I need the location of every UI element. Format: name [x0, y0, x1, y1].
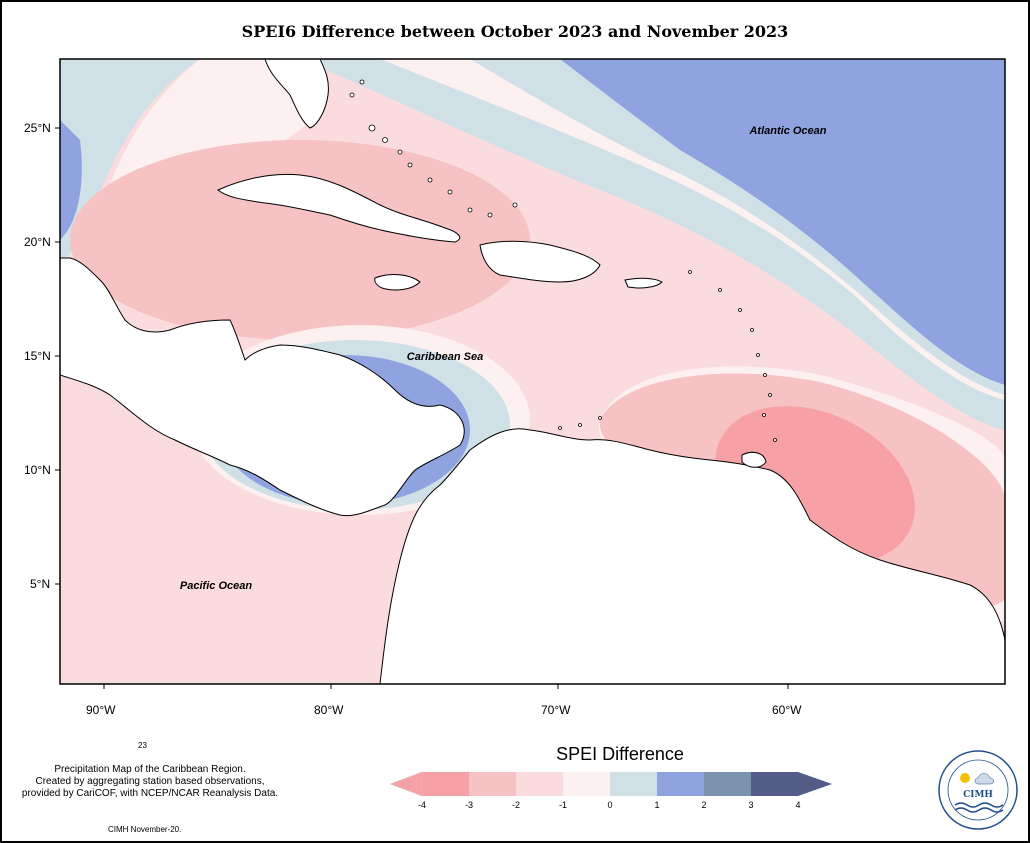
wave-icon: [954, 802, 1004, 808]
puerto-rico-land: [624, 277, 663, 289]
lat-tick-10: 10°N: [24, 463, 51, 477]
lat-tick-25: 25°N: [24, 121, 51, 135]
axis-ticks: [55, 127, 789, 689]
cloud-icon: [974, 773, 994, 785]
field-west-blue: [60, 120, 82, 240]
lon-tick-90: 90°W: [86, 703, 116, 717]
legend-bin-8: [751, 772, 798, 796]
lat-tick-15: 15°N: [24, 349, 51, 363]
legend-tick-0: 0: [607, 800, 613, 810]
land: [60, 59, 1005, 684]
sun-icon: [960, 773, 970, 783]
note-line-2: Created by aggregating station based obs…: [35, 776, 265, 787]
legend-bin-6: [657, 772, 704, 796]
florida-land: [264, 59, 329, 129]
legend-tick-m4: -4: [417, 800, 426, 810]
legend-arrow-right: [798, 772, 832, 796]
legend-tick-m1: -1: [558, 800, 567, 810]
logo-text: CIMH: [963, 790, 993, 800]
field-west-lightblue: [60, 59, 200, 270]
cimh-logo: CIMH: [938, 750, 1018, 830]
legend-tick-m3: -3: [464, 800, 473, 810]
lat-tick-5: 5°N: [30, 577, 51, 591]
description-note: Precipitation Map of the Caribbean Regio…: [10, 764, 290, 800]
small-islands: [349, 79, 777, 442]
trinidad-land: [741, 451, 767, 468]
map-border: [59, 58, 1006, 685]
legend-tick-2: 2: [701, 800, 707, 810]
label-caribbean: Caribbean Sea: [407, 351, 483, 363]
legend-tick-4: 4: [795, 800, 801, 810]
lon-tick-80: 80°W: [314, 703, 344, 717]
label-atlantic: Atlantic Ocean: [748, 125, 826, 137]
hispaniola-land: [479, 240, 601, 283]
legend-tick-3: 3: [748, 800, 754, 810]
note-line-3: provided by CariCOF, with NCEP/NCAR Rean…: [21, 788, 279, 799]
label-pacific: Pacific Ocean: [180, 580, 252, 592]
legend-colorbar: [389, 771, 832, 797]
small-note: 23: [138, 741, 147, 750]
legend-bin-3: [516, 772, 563, 796]
note-line-1: Precipitation Map of the Caribbean Regio…: [54, 764, 246, 775]
lon-tick-70: 70°W: [541, 703, 571, 717]
spei-field: [60, 59, 1005, 684]
lat-tick-20: 20°N: [24, 235, 51, 249]
legend-bin-4: [563, 772, 610, 796]
map-title: SPEI6 Difference between October 2023 an…: [241, 22, 789, 41]
legend-bin-5: [610, 772, 657, 796]
central-america-land: [60, 59, 465, 517]
legend-arrow-left: [389, 771, 423, 797]
legend-bin-2: [469, 772, 516, 796]
wave-icon-2: [954, 807, 1004, 813]
field-atlantic-positive: [560, 59, 1005, 385]
south-america-land: [379, 428, 1005, 684]
jamaica-land: [374, 274, 421, 291]
cuba-land: [217, 173, 461, 243]
legend-title: SPEI Difference: [556, 744, 684, 764]
credit-note: CIMH November-20.: [108, 825, 182, 834]
lon-tick-60: 60°W: [772, 703, 802, 717]
legend-tick-1: 1: [654, 800, 660, 810]
legend-bin-7: [704, 772, 751, 796]
legend-tick-m2: -2: [511, 800, 520, 810]
field-cuba-negative: [70, 140, 530, 340]
legend-bin-1: [422, 772, 469, 796]
